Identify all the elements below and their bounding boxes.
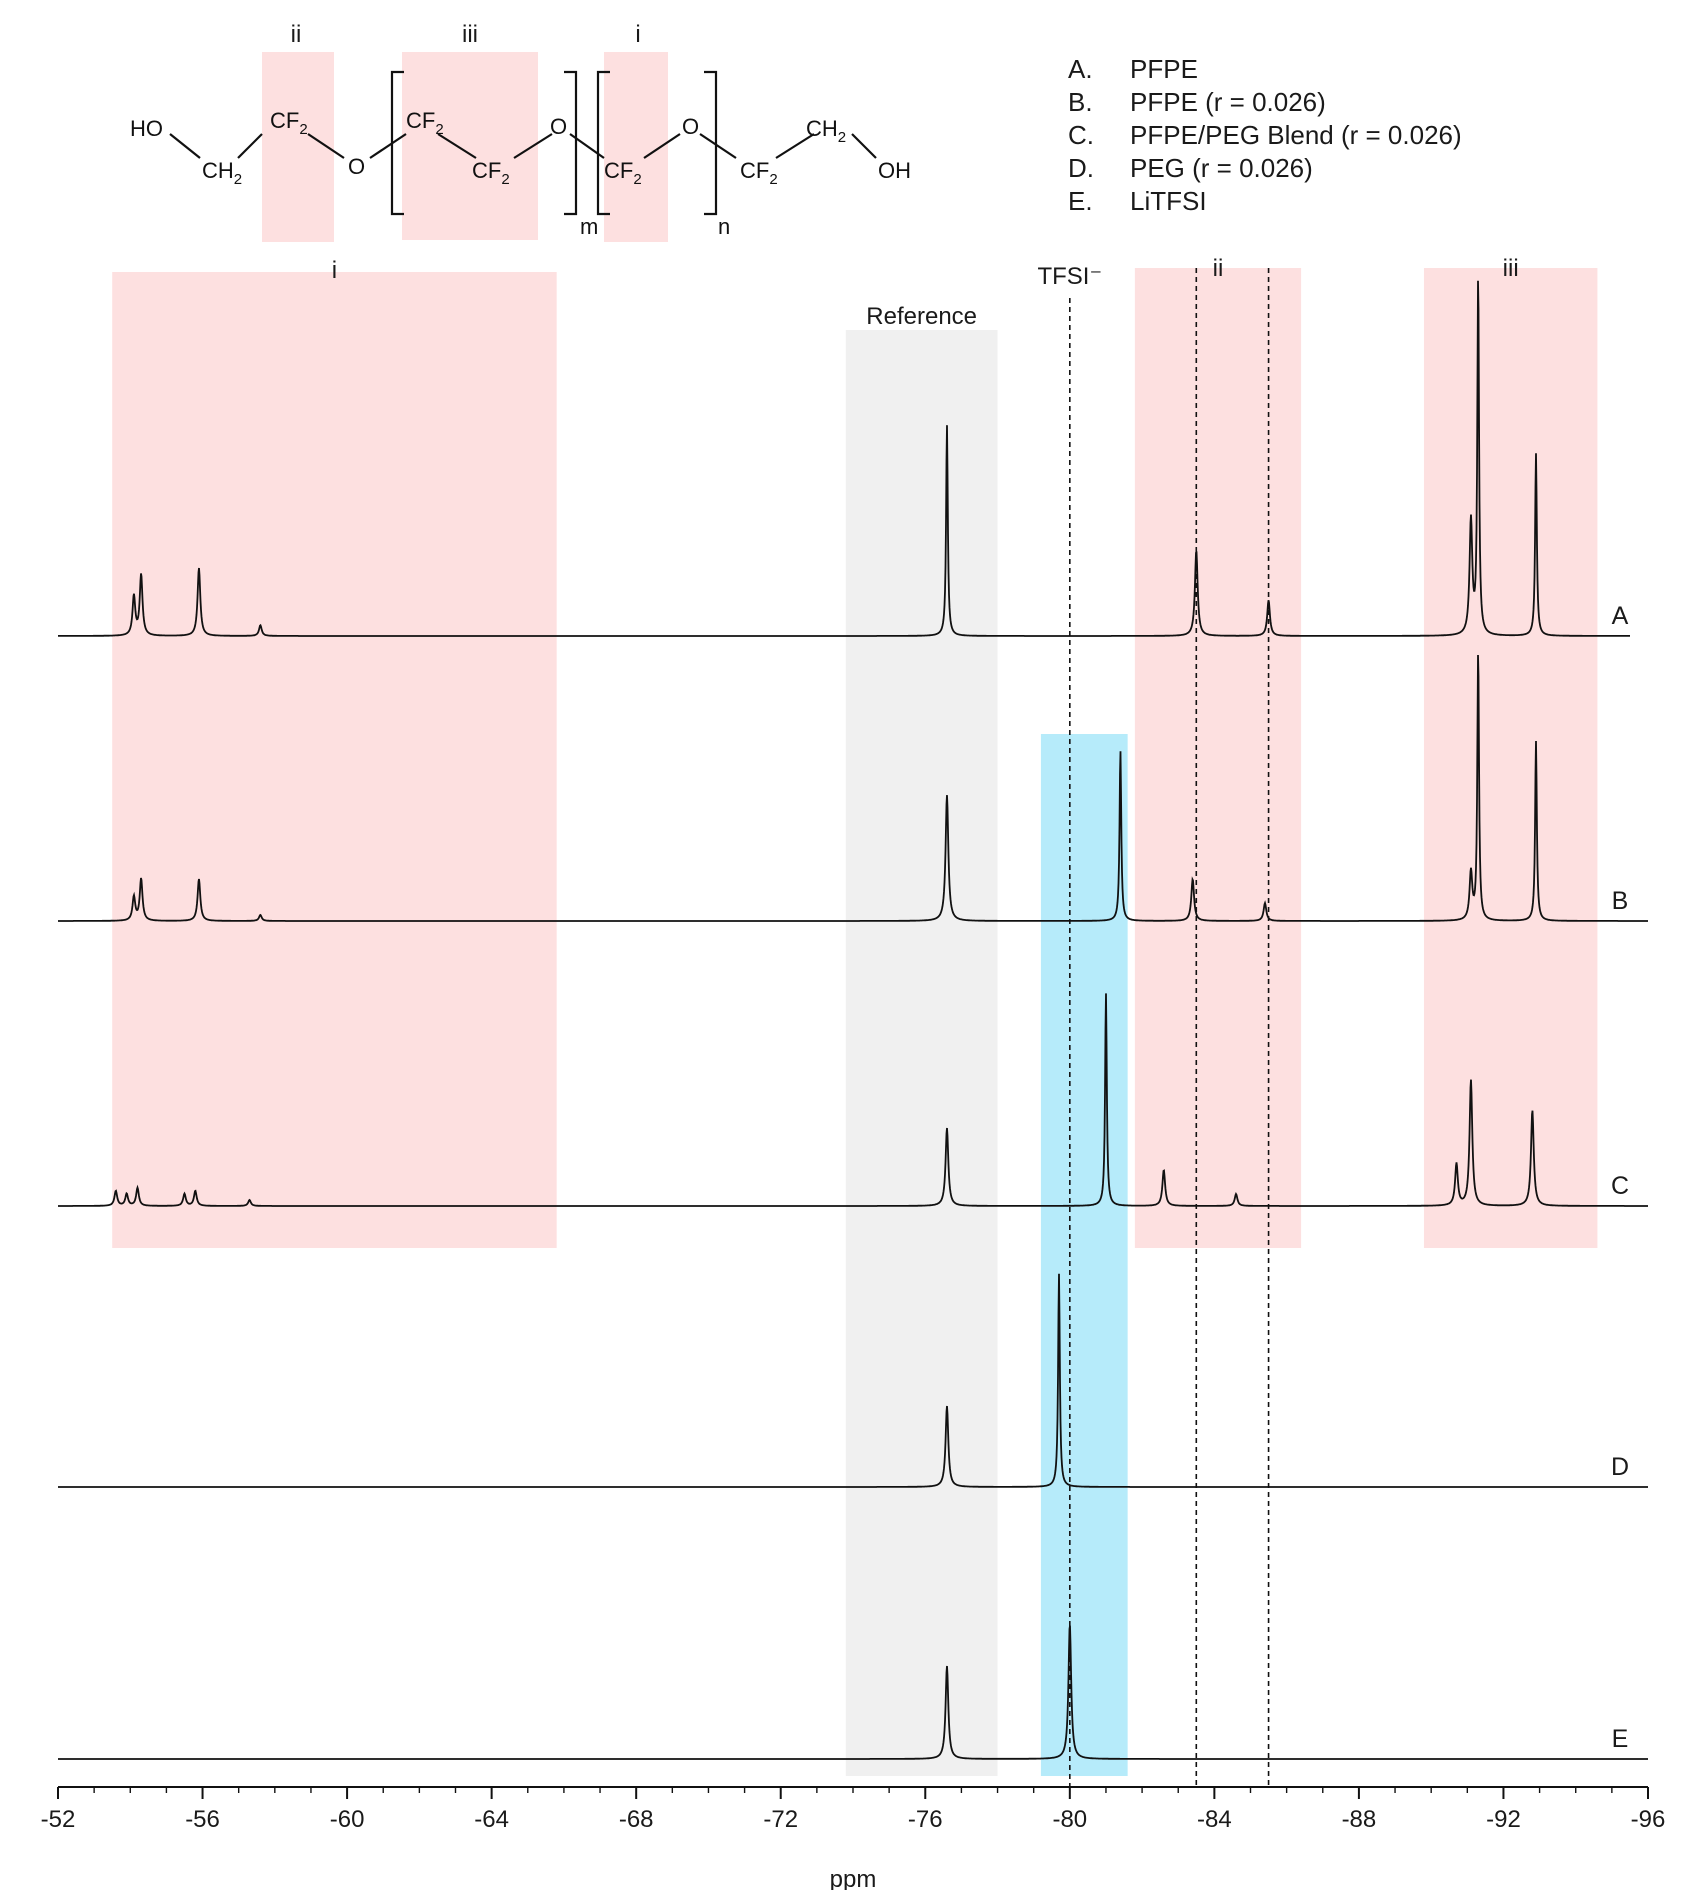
region-label-iii: iii [1503, 255, 1519, 282]
region-label-reference: Reference [866, 303, 977, 330]
structure-label-i: i [635, 21, 640, 48]
trace-label-d: D [1611, 1453, 1629, 1481]
atom-ho: HO [130, 116, 163, 141]
x-tick-label: -92 [1486, 1806, 1521, 1833]
atom-o-3: O [682, 114, 699, 139]
atom-o-2: O [550, 114, 567, 139]
x-tick-label: -96 [1631, 1806, 1666, 1833]
legend: A. PFPE B. PFPE (r = 0.026) C. PFPE/PEG Blend… [1068, 54, 1462, 216]
x-tick-label: -64 [474, 1806, 509, 1833]
x-tick-label: -60 [330, 1806, 365, 1833]
x-tick-label: -72 [763, 1806, 798, 1833]
atom-cf2-1: CF2 [270, 108, 308, 138]
atom-o-1: O [348, 154, 365, 179]
region-label-i: i [332, 257, 337, 284]
trace-label-c: C [1611, 1172, 1629, 1200]
legend-key-3: D. [1068, 153, 1094, 183]
x-tick-label: -76 [908, 1806, 943, 1833]
trace-label-b: B [1612, 887, 1629, 915]
reference-lines: TFSI⁻ [1037, 263, 1270, 1787]
trace-label-e: E [1612, 1725, 1629, 1753]
atom-ch2-right: CH2 [806, 116, 846, 146]
x-tick-label: -84 [1197, 1806, 1232, 1833]
spectrum-A [58, 280, 1630, 637]
legend-entry-4: LiTFSI [1130, 186, 1207, 216]
atom-cf2-4: CF2 [604, 158, 642, 188]
structure-label-iii: iii [462, 21, 478, 48]
region-tfsi-band [1040, 734, 1128, 1776]
atom-cf2-2: CF2 [406, 108, 444, 138]
legend-entry-3: PEG (r = 0.026) [1130, 153, 1313, 183]
x-tick-label: -52 [41, 1806, 76, 1833]
x-axis: -52 -56 -60 -64 -68 -72 -76 -80 -84 -88 -92 -96 ppm [41, 1786, 1666, 1890]
trace-label-a: A [1612, 602, 1629, 630]
legend-key-0: A. [1068, 54, 1093, 84]
x-tick-label: -56 [185, 1806, 220, 1833]
region-iii-band [1423, 268, 1598, 1248]
spectrum-C [58, 993, 1648, 1207]
subscript-m: m [580, 214, 598, 239]
x-tick-label: -80 [1052, 1806, 1087, 1833]
tfsi-label: TFSI⁻ [1037, 263, 1102, 290]
highlight-regions [112, 268, 1598, 1776]
legend-entry-0: PFPE [1130, 54, 1198, 84]
pfpe-structure: ii iii i HO CH2 CF2 O CF2 C [130, 21, 911, 242]
legend-entry-2: PFPE/PEG Blend (r = 0.026) [1130, 120, 1462, 150]
x-tick-label: -88 [1342, 1806, 1377, 1833]
x-tick-label: -68 [619, 1806, 654, 1833]
region-Reference-band [845, 330, 998, 1776]
atom-cf2-5: CF2 [740, 158, 778, 188]
subscript-n: n [718, 214, 730, 239]
x-axis-label: ppm [830, 1866, 877, 1890]
structure-label-ii: ii [291, 21, 302, 48]
region-i-band [112, 272, 557, 1248]
structure-bonds [169, 70, 877, 216]
structure-highlight-i [604, 52, 668, 242]
legend-entry-1: PFPE (r = 0.026) [1130, 87, 1326, 117]
spectrum-E [58, 1625, 1648, 1760]
structure-highlight-ii [262, 52, 334, 242]
atom-cf2-3: CF2 [472, 158, 510, 188]
legend-key-1: B. [1068, 87, 1093, 117]
legend-key-2: C. [1068, 120, 1094, 150]
region-label-ii: ii [1213, 255, 1224, 282]
region-ii-band [1134, 268, 1302, 1248]
atom-oh: OH [878, 158, 911, 183]
spectrum-B [58, 654, 1648, 922]
spectrum-D [58, 1273, 1648, 1488]
atom-ch2-left: CH2 [202, 158, 242, 188]
structure-highlight-iii [402, 52, 538, 240]
legend-key-4: E. [1068, 186, 1093, 216]
spectra: A B C D E [58, 280, 1648, 1760]
